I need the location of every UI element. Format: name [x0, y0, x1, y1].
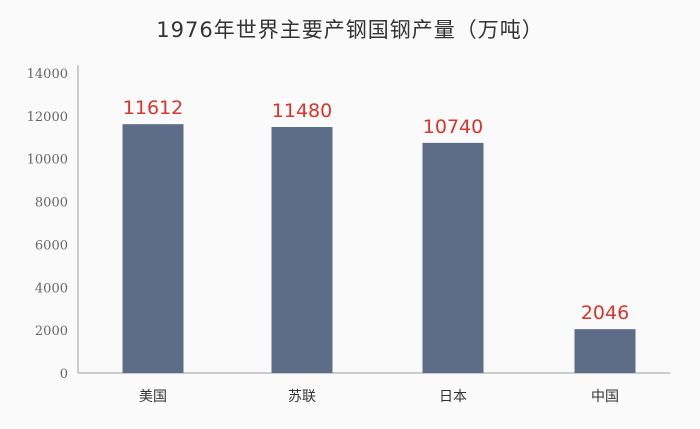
data-label: 11480	[272, 100, 332, 122]
x-tick-label: 美国	[139, 389, 167, 405]
bar-2	[271, 127, 333, 373]
y-tick-label: 8000	[35, 196, 68, 211]
chart-title: 1976年世界主要产钢国钢产量（万吨）	[156, 18, 544, 42]
y-tick-label: 14000	[27, 67, 68, 82]
y-tick-label: 2000	[35, 324, 68, 339]
y-tick-label: 6000	[35, 238, 68, 253]
y-tick-label: 0	[60, 367, 68, 382]
bar-3	[422, 142, 484, 373]
x-tick-label: 苏联	[288, 389, 316, 405]
data-label: 2046	[581, 302, 629, 324]
y-tick-label: 4000	[35, 281, 68, 296]
x-tick-label: 中国	[591, 389, 619, 405]
x-tick-label: 日本	[439, 389, 467, 405]
data-label: 11612	[123, 97, 183, 119]
y-tick-label: 10000	[27, 153, 68, 168]
bar-4	[574, 329, 636, 373]
y-tick-label: 12000	[27, 110, 68, 125]
data-label: 10740	[423, 116, 483, 138]
bar-1	[122, 124, 184, 374]
